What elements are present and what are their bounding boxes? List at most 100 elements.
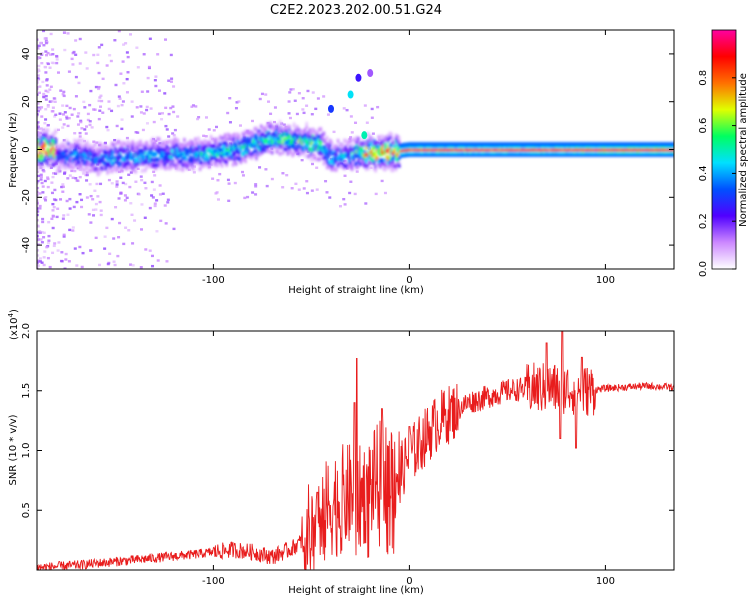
heatmap-cell <box>504 142 508 147</box>
heatmap-cell <box>440 150 443 155</box>
heatmap-cell <box>618 144 622 149</box>
heatmap-cell <box>222 146 225 151</box>
heatmap-noise-cell <box>281 186 285 189</box>
heatmap-cell <box>608 152 611 157</box>
heatmap-cell <box>375 145 379 150</box>
heatmap-cell <box>71 158 75 163</box>
heatmap-cell <box>118 140 122 145</box>
heatmap-noise-cell <box>115 124 119 128</box>
heatmap-cell <box>313 146 316 151</box>
heatmap-cell <box>545 152 548 157</box>
heatmap-cell <box>142 157 145 162</box>
heatmap-cell <box>291 133 294 138</box>
heatmap-cell <box>379 164 382 169</box>
heatmap-cell <box>651 142 655 147</box>
heatmap-cell <box>308 152 312 157</box>
heatmap-cell <box>343 147 346 152</box>
heatmap-cell <box>578 144 581 149</box>
heatmap-noise-cell <box>145 108 149 112</box>
heatmap-noise-cell <box>39 175 43 179</box>
heatmap-marks <box>37 30 674 269</box>
heatmap-cell <box>470 150 473 155</box>
heatmap-cell <box>74 162 78 167</box>
heatmap-cell <box>99 165 103 170</box>
heatmap-noise-cell <box>211 177 215 180</box>
heatmap-noise-cell <box>38 207 42 210</box>
heatmap-noise-cell <box>80 198 84 202</box>
heatmap-cell <box>109 169 112 174</box>
heatmap-cell <box>51 131 54 136</box>
heatmap-cell <box>324 157 327 162</box>
heatmap-noise-cell <box>63 267 67 269</box>
heatmap-noise-cell <box>37 174 41 178</box>
heatmap-cell <box>451 147 454 152</box>
heatmap-noise-cell <box>297 92 301 95</box>
heatmap-cell <box>366 164 370 169</box>
heatmap-noise-cell <box>70 113 74 116</box>
heatmap-noise-cell <box>48 66 52 69</box>
heatmap-cell <box>248 154 252 159</box>
heatmap-cell <box>115 168 119 173</box>
heatmap-cell <box>568 142 572 147</box>
heatmap-noise-cell <box>113 39 117 42</box>
heatmap-noise-cell <box>322 95 326 98</box>
heatmap-cell <box>655 142 658 147</box>
heatmap-cell <box>626 152 630 157</box>
heatmap-noise-cell <box>158 184 162 187</box>
heatmap-cell <box>255 140 258 145</box>
heatmap-noise-cell <box>191 104 195 107</box>
heatmap-cell <box>264 144 268 149</box>
heatmap-cell <box>178 154 181 159</box>
heatmap-cell <box>168 139 172 144</box>
heatmap-cell <box>159 146 163 151</box>
heatmap-cell <box>593 144 597 149</box>
heatmap-noise-cell <box>326 113 330 116</box>
heatmap-cell <box>391 156 395 161</box>
heatmap-noise-cell <box>49 85 53 88</box>
heatmap-cell <box>468 144 472 149</box>
heatmap-cell <box>140 152 144 157</box>
heatmap-cell <box>181 156 185 161</box>
heatmap-cell <box>184 161 188 166</box>
heatmap-cell <box>529 142 533 147</box>
heatmap-cell <box>291 144 294 149</box>
heatmap-cell <box>524 147 528 152</box>
heatmap-x-axis-label: Height of straight line (km) <box>288 285 424 296</box>
heatmap-cell <box>222 157 225 162</box>
heatmap-cell <box>507 144 511 149</box>
heatmap-cell <box>667 142 671 147</box>
heatmap-cell <box>393 144 396 149</box>
heatmap-cell <box>216 163 219 168</box>
heatmap-noise-cell <box>154 75 158 78</box>
heatmap-noise-cell <box>172 133 176 137</box>
heatmap-cell <box>211 144 214 149</box>
heatmap-cell <box>517 152 520 157</box>
heatmap-cell <box>187 141 191 146</box>
heatmap-noise-cell <box>53 115 57 118</box>
heatmap-noise-cell <box>66 213 70 216</box>
heatmap-noise-cell <box>265 184 269 188</box>
heatmap-cell <box>222 135 225 140</box>
heatmap-cell <box>430 142 434 147</box>
heatmap-cell <box>299 147 302 152</box>
heatmap-noise-cell <box>88 120 92 123</box>
heatmap-noise-cell <box>142 53 146 56</box>
heatmap-noise-cell <box>83 128 87 131</box>
heatmap-cell <box>347 139 351 144</box>
heatmap-cell <box>203 150 207 155</box>
heatmap-cell <box>354 145 357 150</box>
heatmap-cell <box>575 144 578 149</box>
heatmap-cell <box>372 141 376 146</box>
heatmap-cell <box>647 144 650 149</box>
heatmap-cell <box>382 143 385 148</box>
heatmap-noise-cell <box>238 124 242 127</box>
heatmap-cell <box>496 150 500 155</box>
heatmap-cell <box>112 162 116 167</box>
heatmap-cell <box>600 152 603 157</box>
heatmap-cell <box>341 153 345 158</box>
heatmap-noise-cell <box>96 195 100 198</box>
heatmap-noise-cell <box>310 189 314 192</box>
heatmap-cell <box>482 150 486 155</box>
heatmap-cell <box>121 149 125 154</box>
heatmap-noise-cell <box>38 230 42 233</box>
